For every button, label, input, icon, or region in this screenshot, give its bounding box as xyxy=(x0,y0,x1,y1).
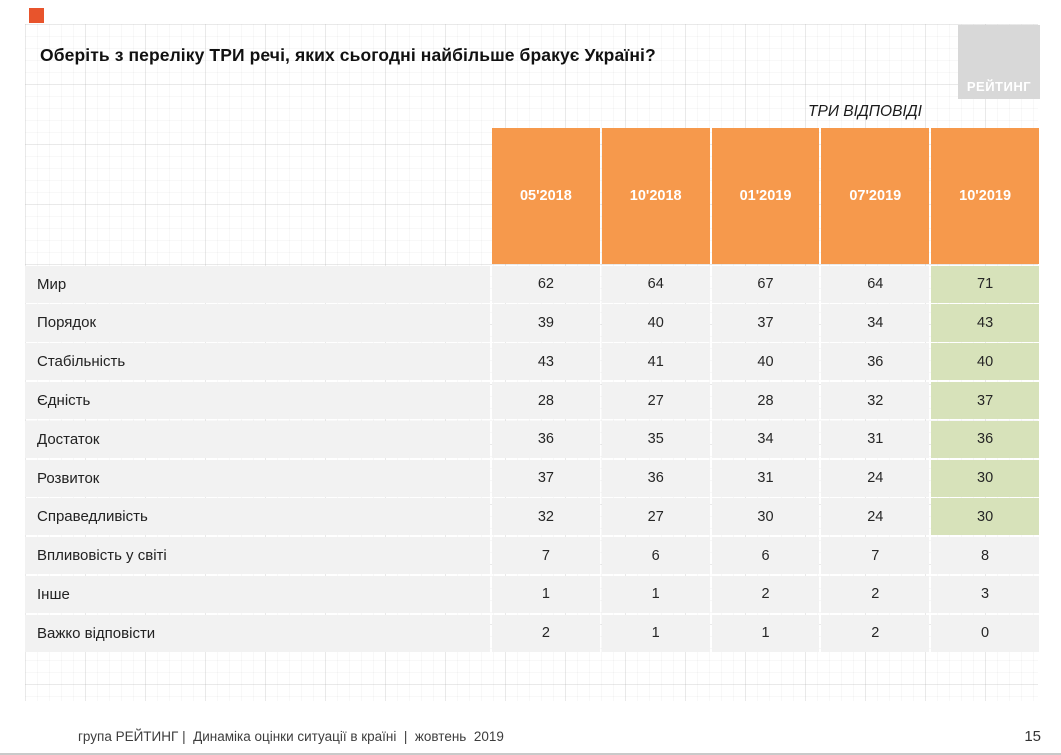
value-cell: 37 xyxy=(711,304,820,342)
rating-group-logo: РЕЙТИНГ xyxy=(958,25,1040,99)
row-label: Мир xyxy=(25,265,490,303)
page-title: Оберіть з переліку ТРИ речі, яких сьогод… xyxy=(40,45,656,65)
value-cell: 2 xyxy=(821,614,930,652)
value-cell: 6 xyxy=(711,537,820,575)
row-label: Порядок xyxy=(25,304,490,342)
value-cell-highlighted: 43 xyxy=(931,304,1039,342)
row-label: Важко відповісти xyxy=(25,614,490,652)
value-cell: 28 xyxy=(711,381,820,420)
value-cell-highlighted: 30 xyxy=(931,459,1039,497)
value-cell: 40 xyxy=(601,304,710,342)
value-cell: 1 xyxy=(601,575,710,614)
value-cell: 67 xyxy=(711,265,820,303)
value-cell-highlighted: 40 xyxy=(931,343,1039,381)
three-answers-note: ТРИ ВІДПОВІДІ xyxy=(808,103,922,120)
row-label: Справедливість xyxy=(25,498,490,536)
footer-caption: група РЕЙТИНГ | Динаміка оцінки ситуації… xyxy=(78,729,504,744)
value-cell: 32 xyxy=(821,381,930,420)
value-cell-highlighted: 37 xyxy=(931,381,1039,420)
value-cell: 34 xyxy=(821,304,930,342)
row-label: Стабільність xyxy=(25,343,490,381)
value-cell: 40 xyxy=(711,343,820,381)
value-cell: 39 xyxy=(492,304,600,342)
value-cell: 27 xyxy=(601,498,710,536)
value-cell: 2 xyxy=(711,575,820,614)
column-header: 10'2018 xyxy=(601,128,710,264)
value-cell: 64 xyxy=(821,265,930,303)
value-cell: 62 xyxy=(492,265,600,303)
value-cell: 3 xyxy=(931,575,1039,614)
value-cell: 43 xyxy=(492,343,600,381)
value-cell: 31 xyxy=(711,459,820,497)
accent-square xyxy=(29,8,44,23)
value-cell: 24 xyxy=(821,498,930,536)
value-cell: 37 xyxy=(492,459,600,497)
value-cell: 30 xyxy=(711,498,820,536)
value-cell: 7 xyxy=(821,537,930,575)
value-cell-highlighted: 71 xyxy=(931,265,1039,303)
value-cell: 8 xyxy=(931,537,1039,575)
results-table: 05'2018 10'2018 01'2019 07'2019 10'2019 Мир 62… xyxy=(25,128,1039,652)
column-header: 10'2019 xyxy=(931,128,1039,264)
value-cell: 34 xyxy=(711,420,820,458)
row-label: Інше xyxy=(25,575,490,614)
value-cell: 2 xyxy=(492,614,600,652)
value-cell-highlighted: 36 xyxy=(931,420,1039,458)
value-cell: 1 xyxy=(711,614,820,652)
value-cell: 32 xyxy=(492,498,600,536)
row-label: Достаток xyxy=(25,420,490,458)
value-cell: 7 xyxy=(492,537,600,575)
row-label: Єдність xyxy=(25,381,490,420)
value-cell: 28 xyxy=(492,381,600,420)
bottom-border xyxy=(0,753,1061,755)
value-cell: 0 xyxy=(931,614,1039,652)
header-spacer xyxy=(25,128,490,264)
column-header: 05'2018 xyxy=(492,128,600,264)
value-cell: 31 xyxy=(821,420,930,458)
value-cell: 1 xyxy=(601,614,710,652)
value-cell: 1 xyxy=(492,575,600,614)
value-cell: 6 xyxy=(601,537,710,575)
value-cell-highlighted: 30 xyxy=(931,498,1039,536)
value-cell: 36 xyxy=(492,420,600,458)
page-number: 15 xyxy=(1024,728,1041,745)
value-cell: 2 xyxy=(821,575,930,614)
value-cell: 35 xyxy=(601,420,710,458)
value-cell: 41 xyxy=(601,343,710,381)
column-header: 07'2019 xyxy=(821,128,930,264)
column-header: 01'2019 xyxy=(711,128,820,264)
row-label: Впливовість у світі xyxy=(25,537,490,575)
rating-logo-label: РЕЙТИНГ xyxy=(966,79,1032,94)
value-cell: 36 xyxy=(601,459,710,497)
value-cell: 24 xyxy=(821,459,930,497)
value-cell: 36 xyxy=(821,343,930,381)
value-cell: 64 xyxy=(601,265,710,303)
value-cell: 27 xyxy=(601,381,710,420)
row-label: Розвиток xyxy=(25,459,490,497)
